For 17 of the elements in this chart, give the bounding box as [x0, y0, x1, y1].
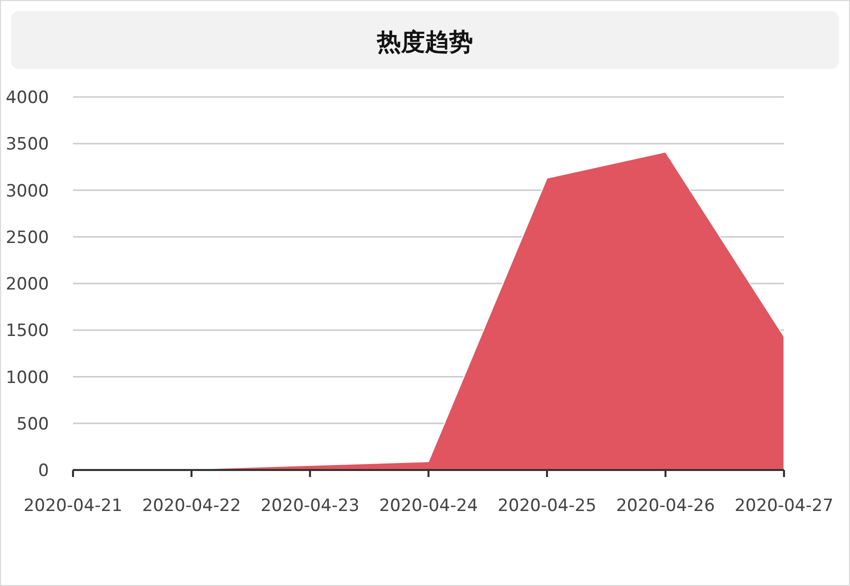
y-tick-label: 2500 — [6, 228, 49, 248]
y-tick-label: 2000 — [6, 274, 49, 294]
y-tick-label: 4000 — [6, 88, 49, 108]
x-tick-label: 2020-04-21 — [24, 496, 122, 516]
x-tick-label: 2020-04-26 — [616, 496, 715, 516]
x-tick-label: 2020-04-27 — [734, 496, 834, 516]
y-tick-label: 0 — [38, 461, 49, 481]
y-tick-label: 1000 — [6, 368, 49, 388]
x-tick-label: 2020-04-23 — [260, 496, 360, 516]
x-tick-label: 2020-04-24 — [379, 496, 478, 516]
y-tick-label: 3500 — [6, 134, 49, 155]
x-tick-label: 2020-04-25 — [498, 496, 596, 516]
chart-title: 热度趋势 — [376, 28, 473, 56]
y-tick-label: 1500 — [6, 321, 49, 342]
y-tick-label: 3000 — [6, 181, 49, 202]
y-tick-label: 500 — [16, 414, 49, 434]
x-tick-label: 2020-04-22 — [142, 496, 241, 516]
